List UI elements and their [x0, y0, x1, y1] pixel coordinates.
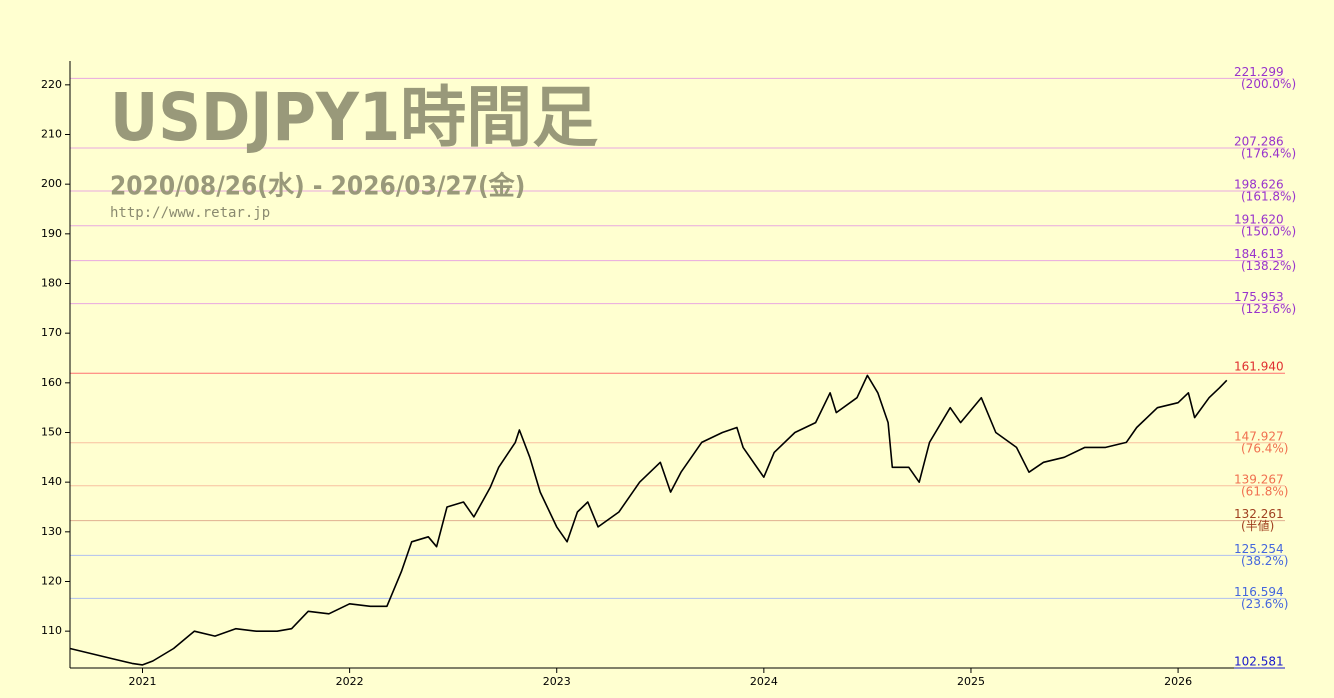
x-tick-label: 2026 — [1164, 675, 1192, 688]
level-value: 139.267 — [1234, 472, 1284, 486]
level-ratio: (138.2%) — [1241, 259, 1296, 273]
x-tick-label: 2025 — [957, 675, 985, 688]
y-tick-label: 200 — [41, 177, 62, 190]
level-ratio: (150.0%) — [1241, 224, 1296, 238]
y-tick-label: 220 — [41, 78, 62, 91]
level-value: 184.613 — [1234, 247, 1284, 261]
y-tick-label: 130 — [41, 525, 62, 538]
y-tick-label: 170 — [41, 326, 62, 339]
y-tick-label: 120 — [41, 574, 62, 587]
y-tick-label: 150 — [41, 425, 62, 438]
y-tick-label: 190 — [41, 227, 62, 240]
chart-subtitle: 2020/08/26(水) - 2026/03/27(金) — [110, 171, 525, 202]
level-value: 132.261 — [1234, 507, 1284, 521]
level-ratio: (123.6%) — [1241, 302, 1296, 316]
x-tick-label: 2021 — [128, 675, 156, 688]
level-value: 175.953 — [1234, 290, 1284, 304]
level-value: 161.940 — [1234, 360, 1284, 374]
chart-title: USDJPY1時間足 — [110, 79, 598, 156]
level-ratio: (176.4%) — [1241, 146, 1296, 160]
x-tick-label: 2022 — [336, 675, 364, 688]
y-tick-label: 210 — [41, 128, 62, 141]
y-tick-label: 160 — [41, 376, 62, 389]
level-value: 221.299 — [1234, 65, 1284, 79]
y-tick-label: 180 — [41, 276, 62, 289]
level-value: 147.927 — [1234, 429, 1284, 443]
level-value: 125.254 — [1234, 542, 1284, 556]
level-ratio: (23.6%) — [1241, 597, 1288, 611]
x-tick-label: 2023 — [543, 675, 571, 688]
level-ratio: (200.0%) — [1241, 77, 1296, 91]
y-tick-label: 110 — [41, 624, 62, 637]
level-value: 198.626 — [1234, 177, 1284, 191]
source-url: http://www.retar.jp — [110, 205, 270, 221]
level-value: 191.620 — [1234, 212, 1284, 226]
level-value: 102.581 — [1234, 655, 1284, 669]
y-tick-label: 140 — [41, 475, 62, 488]
level-ratio: (76.4%) — [1241, 441, 1288, 455]
level-ratio: (半値) — [1241, 518, 1274, 533]
level-value: 116.594 — [1234, 585, 1284, 599]
x-tick-label: 2024 — [750, 675, 778, 688]
level-ratio: (61.8%) — [1241, 484, 1288, 498]
level-ratio: (38.2%) — [1241, 554, 1288, 568]
level-value: 207.286 — [1234, 134, 1284, 148]
level-ratio: (161.8%) — [1241, 189, 1296, 203]
price-line — [69, 374, 1228, 666]
